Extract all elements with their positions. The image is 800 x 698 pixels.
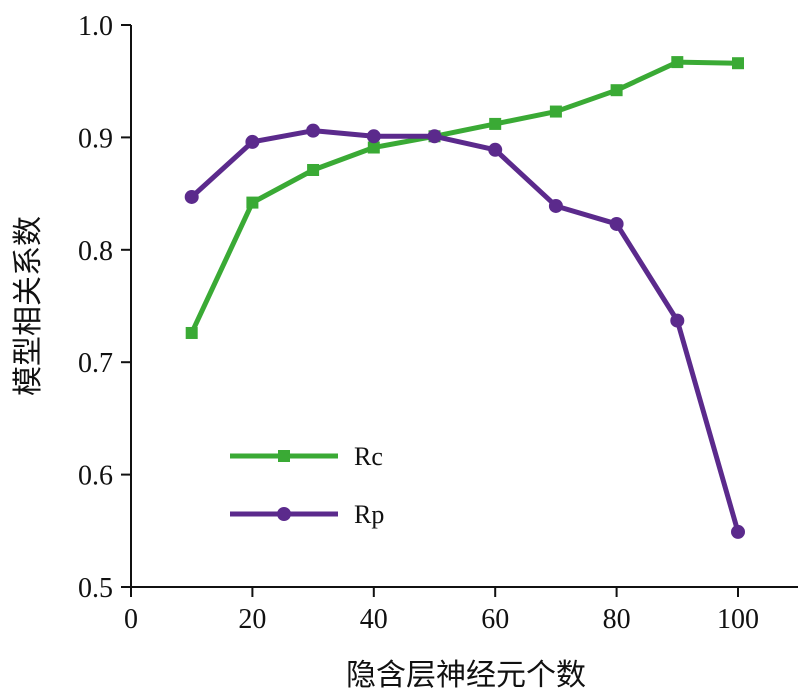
series-layer	[184, 56, 745, 539]
x-tick-label: 0	[124, 604, 138, 635]
x-tick-label: 80	[603, 604, 631, 635]
data-point-rp	[184, 189, 199, 204]
x-tick-label: 60	[481, 604, 509, 635]
data-point-rp	[609, 216, 624, 231]
legend: Rc Rp	[230, 442, 384, 529]
y-tick-label: 1.0	[78, 11, 113, 42]
x-axis-title: 隐含层神经元个数	[346, 658, 586, 693]
data-point-rp	[306, 123, 321, 138]
data-point-rc	[367, 141, 380, 154]
data-point-rp	[670, 313, 685, 328]
data-point-rc	[307, 163, 320, 176]
y-tick-label: 0.9	[78, 123, 113, 154]
data-point-rc	[671, 56, 684, 69]
series-line-rp	[190, 128, 741, 533]
data-point-rc	[549, 105, 562, 118]
axes	[130, 25, 798, 588]
data-point-rp	[731, 524, 745, 539]
x-tick-label: 40	[360, 604, 388, 635]
data-point-rp	[548, 198, 563, 213]
data-point-rc	[246, 196, 259, 209]
legend-label-rc: Rc	[354, 442, 383, 471]
data-point-rp	[366, 129, 381, 144]
x-tick-label: 20	[238, 604, 266, 635]
y-tick-label: 0.6	[78, 461, 113, 492]
legend-marker-rp	[277, 507, 291, 521]
data-point-rc	[610, 84, 623, 97]
y-tick-label: 0.8	[78, 236, 113, 267]
y-tick-label: 0.5	[78, 573, 113, 604]
data-point-rp	[245, 134, 260, 149]
x-tick-label: 100	[717, 604, 759, 635]
y-ticks: 0.5 0.6 0.7 0.8 0.9 1.0	[78, 11, 131, 604]
series-line-rc	[189, 59, 739, 335]
data-point-rc	[732, 57, 744, 70]
y-tick-label: 0.7	[78, 348, 113, 379]
legend-marker-rc	[278, 450, 290, 462]
legend-label-rp: Rp	[354, 500, 384, 529]
data-point-rc	[185, 326, 198, 339]
data-point-rc	[489, 117, 502, 130]
data-point-rp	[488, 142, 503, 157]
data-point-rp	[427, 129, 442, 144]
x-ticks: 0 20 40 60 80 100	[124, 587, 759, 635]
y-axis-title: 模型相关系数	[11, 216, 46, 396]
